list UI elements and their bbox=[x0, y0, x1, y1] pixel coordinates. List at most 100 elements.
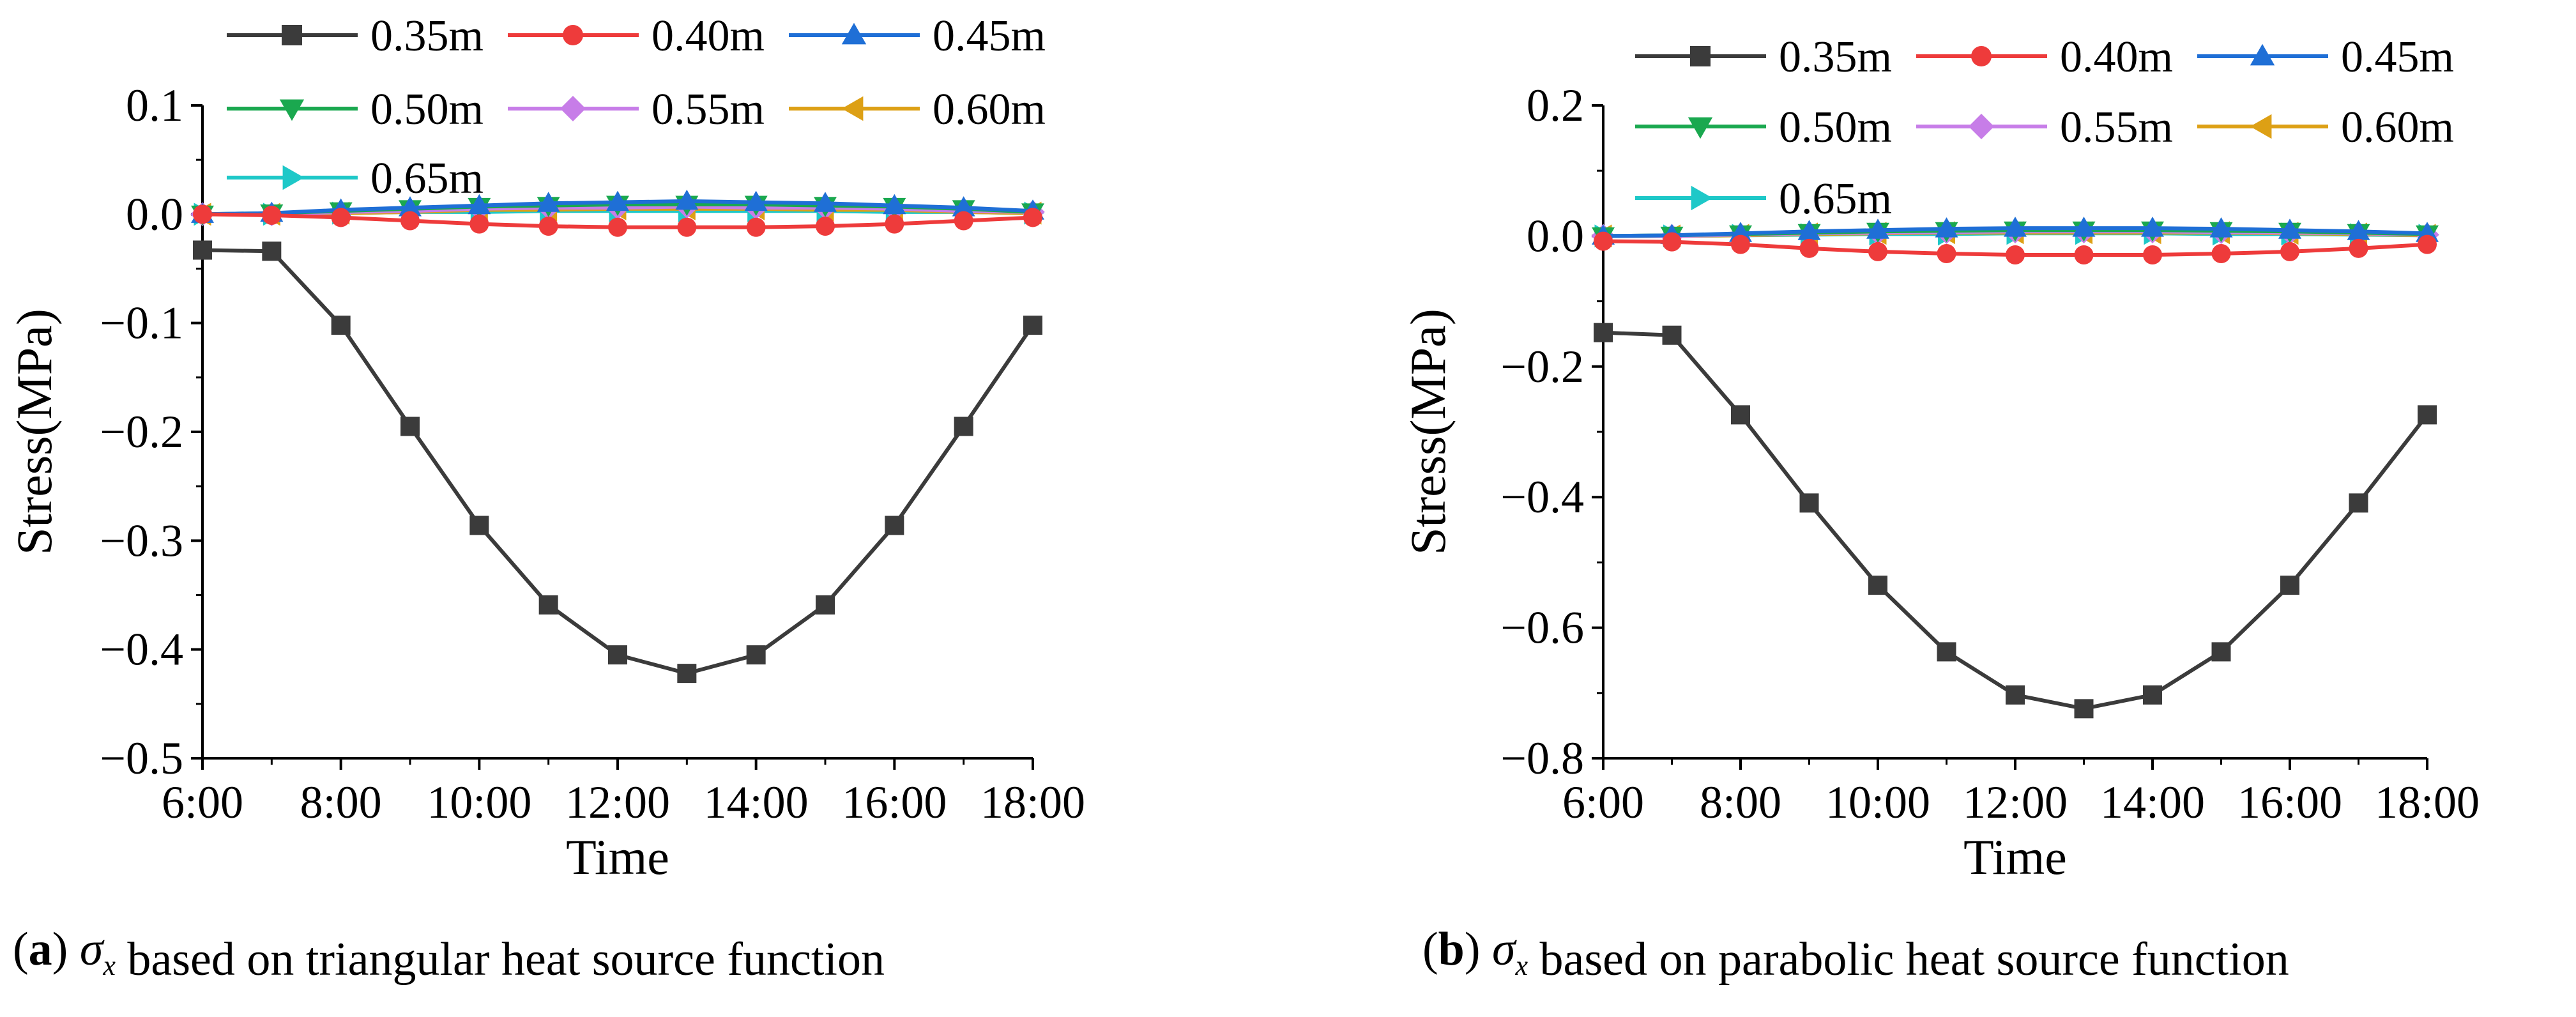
data-point bbox=[675, 189, 699, 210]
legend-label: 0.45m bbox=[2341, 33, 2454, 82]
data-point bbox=[677, 217, 697, 237]
caption-subscript: x bbox=[102, 950, 116, 981]
legend-label: 0.65m bbox=[1779, 174, 1892, 224]
y-tick-label: −0.3 bbox=[100, 515, 183, 566]
chart-panel-a: 0.1 0.0 −0.1 −0.2 −0.3 −0.4 −0.56:00 8:00 10:00 1… bbox=[6, 11, 1085, 986]
data-point bbox=[2418, 234, 2437, 254]
data-point bbox=[2280, 241, 2299, 261]
caption-symbol: σ bbox=[1492, 923, 1517, 975]
legend: 0.35m 0.40m 0.45m 0.50m 0.55m 0.60m 0.65m bbox=[227, 11, 1046, 203]
x-tick-label: 6:00 bbox=[1562, 777, 1644, 828]
data-point bbox=[468, 194, 491, 215]
data-point bbox=[2347, 220, 2370, 240]
legend-label: 0.55m bbox=[2060, 103, 2173, 152]
caption-subscript: x bbox=[1514, 950, 1528, 981]
series-line bbox=[202, 248, 1035, 676]
legend-item: 0.45m bbox=[2197, 33, 2454, 82]
data-point bbox=[2349, 238, 2368, 258]
data-point bbox=[1799, 238, 1819, 258]
data-point bbox=[608, 645, 627, 665]
caption-letter: a bbox=[29, 923, 52, 975]
x-tick-label: 16:00 bbox=[842, 777, 947, 828]
caption-part: ) bbox=[52, 923, 68, 975]
series-line bbox=[1603, 330, 2429, 711]
data-point bbox=[193, 240, 212, 260]
x-tick-label: 6:00 bbox=[162, 777, 243, 828]
legend-item: 0.35m bbox=[1635, 33, 1892, 82]
y-tick-label: 0.2 bbox=[1527, 80, 1584, 131]
data-point bbox=[2418, 405, 2437, 425]
y-tick-label: −0.6 bbox=[1500, 602, 1584, 654]
legend-item: 0.65m bbox=[1635, 174, 1892, 224]
data-point bbox=[814, 192, 837, 212]
data-point bbox=[2280, 576, 2299, 595]
data-point bbox=[744, 190, 768, 211]
legend-marker bbox=[282, 165, 305, 190]
legend-label: 0.35m bbox=[370, 11, 484, 61]
legend: 0.35m 0.40m 0.45m 0.50m 0.55m 0.60m 0.65m bbox=[1635, 33, 2454, 224]
data-point bbox=[538, 595, 558, 615]
data-point bbox=[1937, 243, 1956, 263]
data-point bbox=[885, 516, 904, 535]
caption-symbol: σ bbox=[80, 923, 105, 975]
data-point bbox=[400, 417, 420, 436]
data-point bbox=[816, 595, 835, 615]
data-point bbox=[2143, 245, 2162, 265]
y-tick-label: 0.1 bbox=[126, 80, 183, 131]
x-tick-label: 14:00 bbox=[2100, 777, 2205, 828]
legend-item: 0.60m bbox=[789, 85, 1046, 134]
data-point bbox=[2211, 243, 2231, 263]
data-point bbox=[952, 196, 975, 217]
legend-item: 0.45m bbox=[789, 11, 1046, 61]
legend-marker bbox=[841, 96, 864, 121]
legend-label: 0.55m bbox=[652, 85, 765, 134]
legend-marker bbox=[2250, 114, 2272, 139]
data-point bbox=[537, 192, 560, 212]
legend-label: 0.60m bbox=[933, 85, 1046, 134]
legend-item: 0.60m bbox=[2197, 103, 2454, 152]
x-tick-label: 8:00 bbox=[300, 777, 382, 828]
legend-label: 0.45m bbox=[933, 11, 1046, 61]
legend-item: 0.55m bbox=[1916, 103, 2173, 152]
legend-marker bbox=[2250, 43, 2275, 66]
data-point bbox=[1935, 217, 1958, 238]
legend-label: 0.50m bbox=[1779, 103, 1892, 152]
series-0.35m bbox=[193, 240, 1042, 684]
data-point bbox=[1866, 218, 1889, 239]
legend-item: 0.65m bbox=[227, 154, 484, 203]
legend-item: 0.55m bbox=[508, 85, 765, 134]
data-point bbox=[1594, 231, 1613, 251]
panel-caption: (a) σx based on triangular heat source f… bbox=[13, 923, 885, 986]
caption-description: based on parabolic heat source function bbox=[1528, 933, 2289, 986]
legend-item: 0.35m bbox=[227, 11, 484, 61]
y-tick-label: −0.5 bbox=[100, 733, 183, 784]
legend-marker bbox=[282, 25, 302, 45]
data-point bbox=[262, 241, 282, 261]
legend-label: 0.65m bbox=[370, 154, 484, 203]
data-point bbox=[1797, 220, 1821, 240]
data-point bbox=[2278, 218, 2301, 239]
data-point bbox=[608, 217, 627, 237]
data-point bbox=[2143, 685, 2162, 705]
x-tick-label: 18:00 bbox=[2375, 777, 2480, 828]
data-point bbox=[1799, 493, 1819, 513]
legend-item: 0.50m bbox=[227, 85, 484, 134]
legend-marker bbox=[1688, 117, 1713, 139]
series-0.40m bbox=[193, 204, 1042, 237]
caption-part: ( bbox=[13, 923, 29, 975]
caption-part: ( bbox=[1422, 923, 1438, 975]
data-point bbox=[954, 417, 973, 436]
y-tick-label: −0.2 bbox=[1500, 341, 1584, 392]
x-tick-label: 10:00 bbox=[1825, 777, 1930, 828]
caption-description: based on triangular heat source function bbox=[116, 933, 885, 986]
legend-label: 0.40m bbox=[652, 11, 765, 61]
data-point bbox=[2211, 642, 2231, 662]
caption-part bbox=[68, 923, 80, 975]
data-point bbox=[1023, 316, 1042, 335]
data-point bbox=[746, 217, 766, 237]
legend-item: 0.40m bbox=[508, 11, 765, 61]
legend-marker bbox=[1971, 46, 1992, 66]
data-point bbox=[262, 206, 282, 226]
legend-item: 0.50m bbox=[1635, 103, 1892, 152]
x-axis-title: Time bbox=[1963, 829, 2067, 885]
